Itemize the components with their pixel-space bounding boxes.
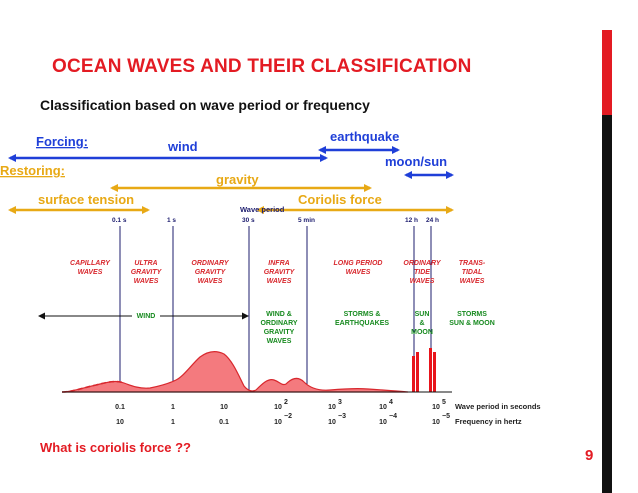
force-storms-sun-moon-l1: STORMS <box>457 311 487 318</box>
frequency-tick-5-exp: −4 <box>389 413 397 420</box>
period-mark-5: 24 h <box>426 217 439 224</box>
wave-type-transtidal-l2: TIDAL <box>462 269 483 276</box>
tide-peak-24h-a <box>429 348 432 392</box>
wave-type-capillary-l2: WAVES <box>78 269 103 276</box>
wave-type-ordinary-l3: WAVES <box>198 278 223 285</box>
forcing-moon-sun-label: moon/sun <box>385 154 447 169</box>
wave-type-long-l1: LONG PERIOD <box>333 260 382 267</box>
restoring-surface-tension-label: surface tension <box>38 192 134 207</box>
wave-type-ordinary-l2: GRAVITY <box>195 269 227 276</box>
wave-type-transtidal-l3: WAVES <box>460 278 485 285</box>
energy-spectrum-curve <box>61 351 409 393</box>
wave-type-ultra-l3: WAVES <box>134 278 159 285</box>
capillary-dashed-edge <box>61 380 125 393</box>
force-sun-moon-l2: & <box>419 320 424 327</box>
wave-type-ultra-l2: GRAVITY <box>131 269 163 276</box>
force-storms-l1: STORMS & <box>344 311 381 318</box>
frequency-tick-4-exp: −3 <box>338 413 346 420</box>
period-tick-4: 10 <box>328 404 336 411</box>
period-tick-6: 10 <box>432 404 440 411</box>
frequency-tick-0: 10 <box>116 419 124 426</box>
force-storms-sun-moon-l2: SUN & MOON <box>449 320 495 327</box>
wave-type-ultra-l1: ULTRA <box>134 260 157 267</box>
period-tick-3: 10 <box>274 404 282 411</box>
page-number: 9 <box>585 447 594 464</box>
restoring-heading: Restoring: <box>0 163 65 178</box>
period-mark-0: 0.1 s <box>112 217 127 224</box>
wave-type-transtidal-l1: TRANS- <box>459 260 486 267</box>
wave-type-ordinary-l1: ORDINARY <box>191 260 230 267</box>
restoring-gravity-label: gravity <box>216 172 259 187</box>
frequency-tick-3: 10 <box>274 419 282 426</box>
period-mark-4: 12 h <box>405 217 418 224</box>
slide-subtitle: Classification based on wave period or f… <box>40 97 370 113</box>
accent-bar-black <box>602 115 612 493</box>
forcing-earthquake-label: earthquake <box>330 129 399 144</box>
wave-type-infra-l1: INFRA <box>268 260 289 267</box>
period-mark-1: 1 s <box>167 217 176 224</box>
wave-type-labels: CAPILLARY WAVES ULTRA GRAVITY WAVES ORDI… <box>70 260 486 285</box>
tide-peak-12h-b <box>416 352 419 392</box>
frequency-tick-2: 0.1 <box>219 419 229 426</box>
period-tick-2: 10 <box>220 404 228 411</box>
period-tick-1: 1 <box>171 404 175 411</box>
period-tick-5: 10 <box>379 404 387 411</box>
period-ticks: 0.1 1 10 10 2 10 3 10 4 10 5 <box>115 399 446 411</box>
tide-peak-24h-b <box>433 352 436 392</box>
period-tick-3-exp: 2 <box>284 399 288 406</box>
frequency-tick-3-exp: −2 <box>284 413 292 420</box>
force-sun-moon-l3: MOON <box>411 329 433 336</box>
period-tick-5-exp: 4 <box>389 399 393 406</box>
force-wind-gravity-l1: WIND & <box>266 311 292 318</box>
force-sun-moon-l1: SUN <box>415 311 430 318</box>
frequency-ticks: 10 1 0.1 10 −2 10 −3 10 −4 10 −5 <box>116 413 450 426</box>
force-wind-gravity-l4: WAVES <box>267 338 292 345</box>
period-dividers <box>119 226 432 392</box>
period-mark-3: 5 min <box>298 217 315 224</box>
wave-type-infra-l2: GRAVITY <box>264 269 296 276</box>
frequency-tick-5: 10 <box>379 419 387 426</box>
tide-peak-12h-a <box>412 356 415 392</box>
frequency-tick-1: 1 <box>171 419 175 426</box>
wave-type-capillary-l1: CAPILLARY <box>70 260 111 267</box>
force-storms-l2: EARTHQUAKES <box>335 320 389 327</box>
force-wind-gravity-l3: GRAVITY <box>264 329 295 336</box>
frequency-tick-6-exp: −5 <box>442 413 450 420</box>
wave-type-tide-l1: ORDINARY <box>403 260 442 267</box>
period-tick-0: 0.1 <box>115 404 125 411</box>
forcing-heading: Forcing: <box>36 134 88 149</box>
wave-type-infra-l3: WAVES <box>267 278 292 285</box>
wave-period-header: Wave period <box>240 205 285 214</box>
period-tick-6-exp: 5 <box>442 399 446 406</box>
wave-type-tide-l2: TIDE <box>414 269 430 276</box>
period-tick-4-exp: 3 <box>338 399 342 406</box>
force-wind-gravity-l2: ORDINARY <box>260 320 297 327</box>
frequency-tick-6: 10 <box>432 419 440 426</box>
restoring-coriolis-label: Coriolis force <box>298 192 382 207</box>
wave-type-long-l2: WAVES <box>346 269 371 276</box>
wind-force-label-bg <box>132 311 160 321</box>
coriolis-question: What is coriolis force ?? <box>40 440 191 455</box>
frequency-axis-label: Frequency in hertz <box>455 417 522 426</box>
wave-type-tide-l3: WAVES <box>410 278 435 285</box>
forcing-wind-label: wind <box>167 139 198 154</box>
slide-title: OCEAN WAVES AND THEIR CLASSIFICATION <box>52 56 472 77</box>
period-axis-label: Wave period in seconds <box>455 402 541 411</box>
period-mark-2: 30 s <box>242 217 255 224</box>
accent-bar-red <box>602 30 612 115</box>
force-wind: WIND <box>137 313 156 320</box>
frequency-tick-4: 10 <box>328 419 336 426</box>
